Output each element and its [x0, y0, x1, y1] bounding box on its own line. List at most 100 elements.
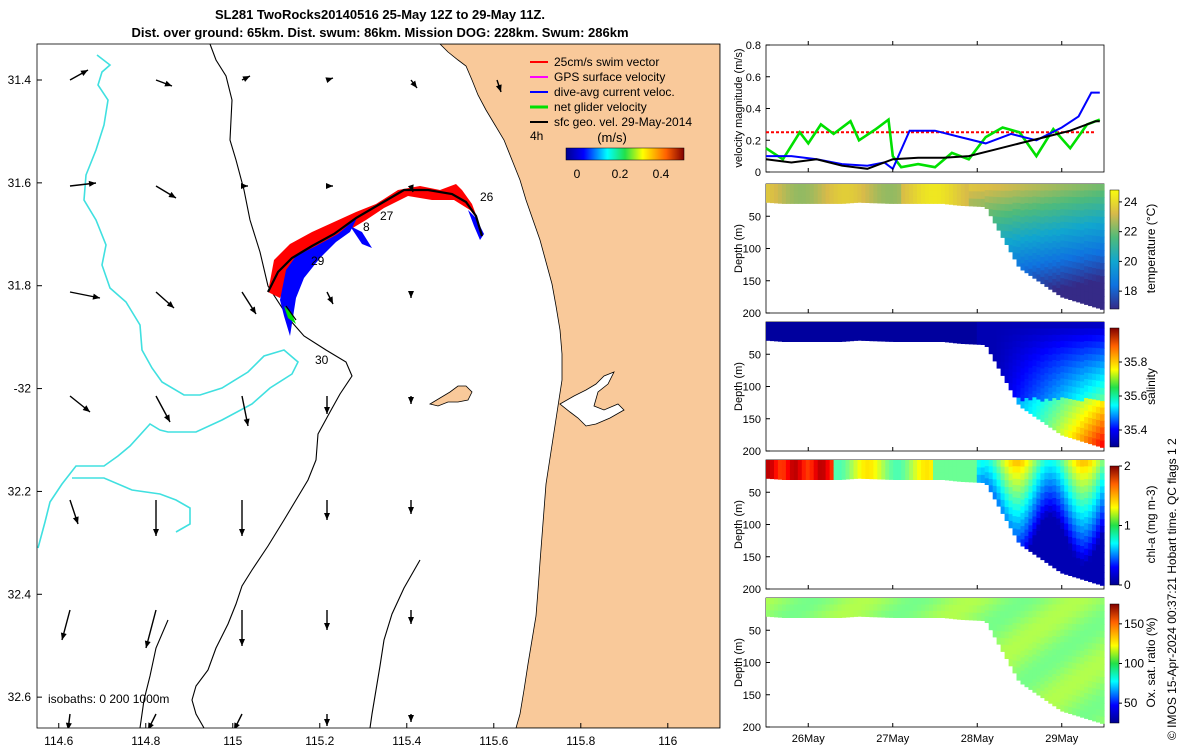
section-y-tick-label-0: 50 [749, 211, 761, 223]
day-label-26: 26 [480, 190, 494, 204]
map-x-tick-label-7: 116 [658, 734, 677, 748]
geo-arrow [408, 714, 414, 722]
geo-arrow [60, 609, 71, 641]
velocity-y-tick-label-2: 0.4 [746, 104, 761, 116]
title-line2: Dist. over ground: 65km. Dist. swum: 86k… [131, 25, 629, 40]
section-x-tick-label-0: 26May [792, 733, 826, 745]
isobath-extra [369, 559, 421, 728]
velocity-series [765, 91, 1101, 171]
section-x-tick-label-3: 29May [1045, 733, 1079, 745]
geo-velocity-arrows [60, 69, 502, 728]
legend-dac-label: dive-avg current veloc. [554, 85, 675, 99]
velocity-y-tick-label-1: 0.2 [746, 135, 761, 147]
colorbar-tick-label-1: 100 [1124, 657, 1144, 671]
velocity-y-axis: 0 0.2 0.4 0.6 0.8 [746, 40, 770, 179]
section-panel-1: 50 100 150 200 Depth (m) 35.8 35.6 35.4 salinity [733, 321, 1158, 458]
isobath-note: isobaths: 0 200 1000m [48, 692, 169, 706]
geo-arrow [410, 79, 418, 89]
geo-arrow [155, 395, 171, 423]
colorbar-tick-label-0: 35.8 [1124, 355, 1148, 369]
section-y-tick-label-2: 150 [743, 414, 761, 426]
title-line1: SL281 TwoRocks20140516 25-May 12Z to 29-… [215, 7, 545, 22]
section-ylabel: Depth (m) [733, 224, 745, 273]
geo-arrow [324, 610, 330, 630]
section-y-tick-label-0: 50 [749, 487, 761, 499]
velocity-line-dive-avg-current [766, 91, 1100, 171]
map-colorbar [565, 147, 685, 161]
section-colorbar [1109, 603, 1120, 724]
map-colorbar-tick-2: 0.4 [653, 167, 670, 181]
map-legend: 25cm/s swim vector GPS surface velocity … [530, 55, 692, 181]
colorbar-tick-label-0: 150 [1124, 617, 1144, 631]
geo-arrow [408, 610, 414, 624]
velocity-y-tick-label-3: 0.6 [746, 72, 761, 84]
velocity-ylabel: velocity magnitude (m/s) [733, 48, 745, 167]
geo-arrow [69, 395, 91, 413]
map-y-tick-label-6: 32.6 [8, 690, 32, 704]
legend-swim-label: 25cm/s swim vector [554, 55, 659, 69]
isobath-0m [37, 54, 299, 549]
colorbar-label: chl-a (mg m-3) [1144, 485, 1158, 563]
section-colorbar [1109, 327, 1120, 448]
section-y-tick-label-3: 200 [743, 722, 761, 734]
geo-arrow [408, 291, 414, 298]
colorbar-tick-label-1: 1 [1124, 519, 1131, 533]
velocity-line-net-glider [765, 117, 1101, 169]
map-y-tick-label-1: 31.6 [8, 176, 32, 190]
map-frame [36, 43, 721, 729]
legend-4h: 4h [530, 129, 543, 143]
land-area [439, 44, 720, 728]
island-rottnest [428, 385, 473, 407]
velocity-panel: 0 0.2 0.4 0.6 0.8 velocity magnitude (m/s) [733, 40, 1105, 179]
map-x-axis: 114.6 114.8 115 115.2 115.4 115.6 115.8 116 [44, 723, 678, 748]
day-label-28: 8 [363, 220, 370, 234]
geo-arrow [241, 183, 248, 189]
map-y-tick-label-2: 31.8 [8, 279, 32, 293]
section-y-tick-label-0: 50 [749, 625, 761, 637]
swim-vectors [268, 184, 478, 298]
section-panel-0: 50 100 150 200 Depth (m) 24 22 20 18 temperature … [733, 183, 1158, 320]
map-x-tick-label-2: 115 [223, 734, 242, 748]
geo-arrow [408, 396, 414, 404]
island-garden [559, 371, 625, 427]
geo-arrow [69, 499, 79, 525]
isobath-0m-b [72, 477, 191, 533]
geo-arrow [69, 180, 97, 187]
map-y-tick-label-3: -32 [14, 382, 32, 396]
geo-arrow [407, 184, 414, 193]
map-y-axis: 31.4 31.6 31.8 -32 32.2 32.4 32.6 [8, 73, 42, 704]
legend-net-label: net glider velocity [554, 100, 647, 114]
geo-arrow [144, 609, 157, 649]
day-label-30: 30 [315, 353, 329, 367]
map-y-tick-label-5: 32.4 [8, 587, 32, 601]
section-y-tick-label-0: 50 [749, 349, 761, 361]
section-y-tick-label-1: 100 [743, 244, 761, 256]
geo-arrow [155, 291, 175, 309]
colorbar-tick-label-3: 18 [1124, 284, 1138, 298]
geo-arrow [69, 291, 101, 300]
section-cells [766, 460, 1105, 586]
map-colorbar-tick-1: 0.2 [612, 167, 629, 181]
section-cells [766, 184, 1105, 310]
section-cells [766, 322, 1105, 448]
map-colorbar-tick-0: 0 [574, 167, 581, 181]
geo-arrow [155, 185, 177, 199]
section-panel-3: 50 100 150 200 Depth (m) 150 100 50 Ox. sat. rat… [733, 597, 1158, 734]
geo-arrow [153, 500, 159, 536]
legend-geo-label: sfc geo. vel. 29-May-2014 [554, 115, 692, 129]
geo-arrow [324, 500, 330, 520]
section-panel-2: 50 100 150 200 Depth (m) 2 1 0 chl-a (mg m-3) [733, 459, 1158, 596]
section-x-tick-label-2: 28May [961, 733, 995, 745]
geo-arrow [239, 610, 245, 646]
colorbar-tick-label-0: 2 [1124, 459, 1131, 473]
glider-track [267, 188, 484, 293]
glider-track-tail [285, 305, 297, 321]
map-panel: 26 27 8 29 30 114.6 114.8 115 115.2 115.4 115… [8, 43, 721, 748]
colorbar-tick-label-0: 24 [1124, 195, 1138, 209]
geo-arrow [234, 713, 243, 728]
section-y-tick-label-1: 100 [743, 520, 761, 532]
section-y-tick-label-2: 150 [743, 690, 761, 702]
section-y-tick-label-3: 200 [743, 584, 761, 596]
geo-arrow [324, 714, 330, 726]
